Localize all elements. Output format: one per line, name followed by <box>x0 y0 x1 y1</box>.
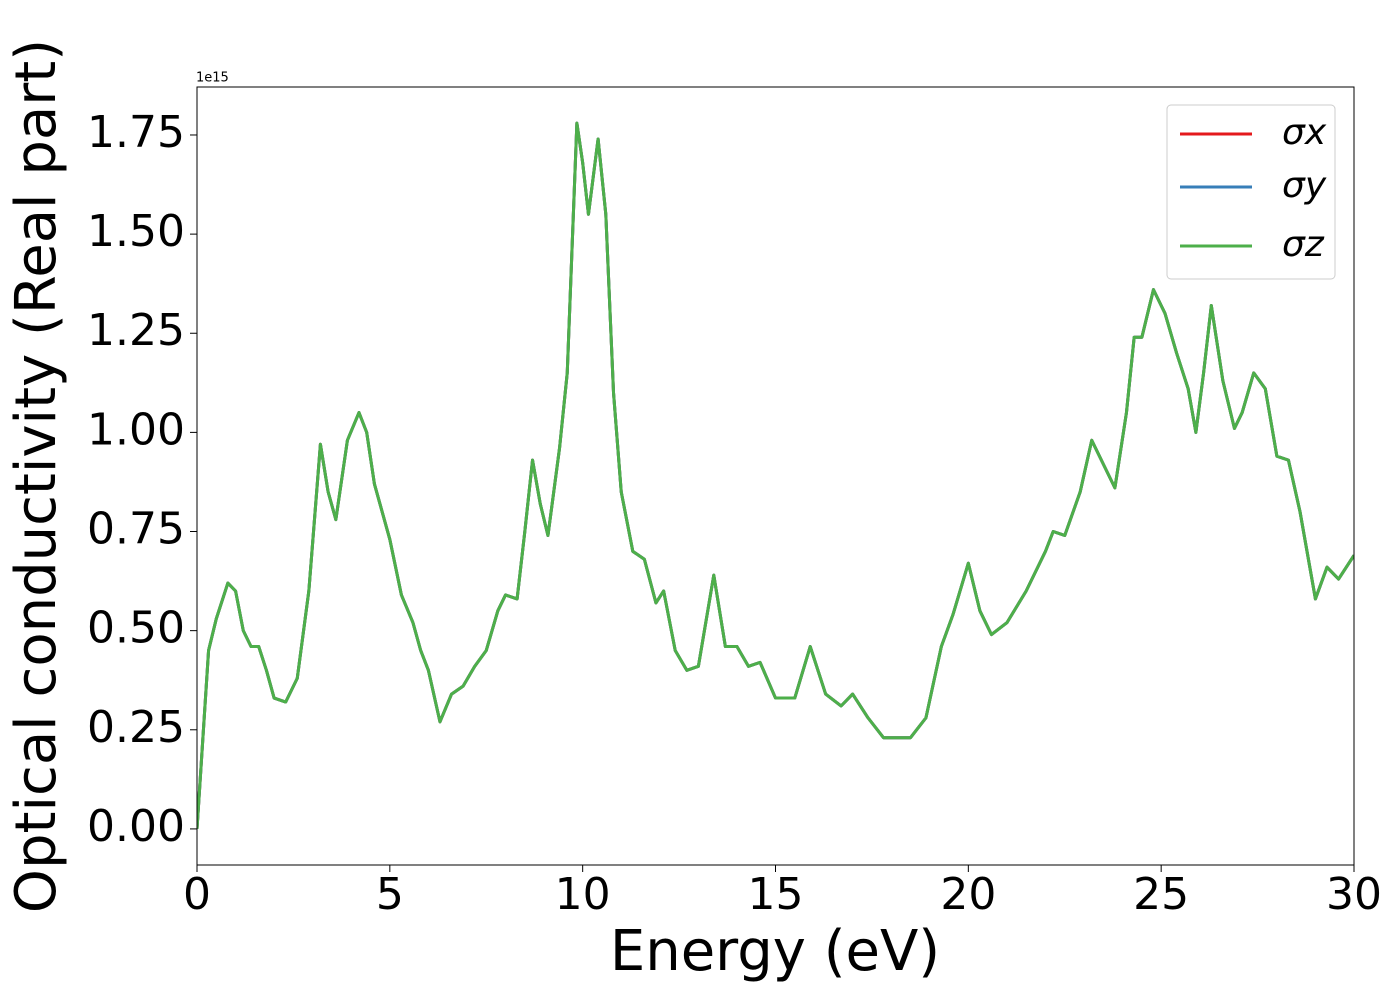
x-tick-label: 10 <box>555 869 611 920</box>
x-tick-label: 25 <box>1133 869 1189 920</box>
x-tick-label: 20 <box>940 869 996 920</box>
y-tick-label: 1.00 <box>87 404 185 455</box>
plot-frame <box>196 86 1355 866</box>
x-tick-label: 5 <box>376 869 404 920</box>
y-tick-label: 1.25 <box>87 305 185 356</box>
y-tick-label: 0.75 <box>87 504 185 555</box>
y-tick-label: 0.25 <box>87 702 185 753</box>
y-tick-label: 0.50 <box>87 603 185 654</box>
x-tick-label: 15 <box>748 869 804 920</box>
y-tick-label: 1.75 <box>87 107 185 158</box>
x-tick-label: 0 <box>183 869 211 920</box>
y-tick-label: 1.50 <box>87 206 185 257</box>
x-tick-label: 30 <box>1326 869 1382 920</box>
legend-label: σz <box>1282 224 1325 265</box>
series-line <box>197 121 1354 830</box>
y-axis-label: Optical conductivity (Real part) <box>4 39 69 913</box>
y-offset-text: 1e15 <box>196 71 229 86</box>
legend-box <box>1166 104 1336 280</box>
x-axis-label: Energy (eV) <box>610 919 940 984</box>
legend-label: σy <box>1282 165 1327 206</box>
legend-label: σx <box>1282 112 1327 153</box>
y-tick-label: 0.00 <box>87 801 185 852</box>
